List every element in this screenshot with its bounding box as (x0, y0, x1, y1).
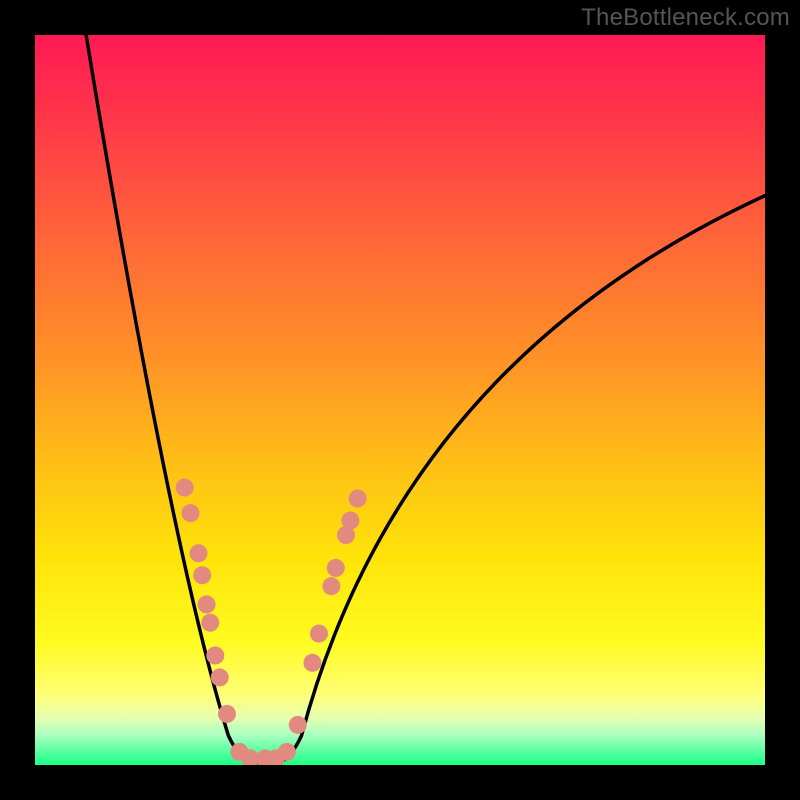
curve-marker (349, 490, 367, 508)
curve-marker (310, 625, 328, 643)
curve-marker (201, 614, 219, 632)
plot-svg (0, 0, 800, 800)
curve-marker (181, 504, 199, 522)
curve-marker (289, 716, 307, 734)
curve-marker (206, 647, 224, 665)
curve-marker (341, 511, 359, 529)
plot-background (35, 35, 765, 765)
curve-marker (278, 743, 296, 761)
curve-marker (176, 479, 194, 497)
watermark-text: TheBottleneck.com (581, 4, 790, 32)
curve-marker (198, 595, 216, 613)
curve-marker (303, 654, 321, 672)
curve-marker (193, 566, 211, 584)
curve-marker (218, 705, 236, 723)
curve-marker (211, 668, 229, 686)
curve-marker (322, 577, 340, 595)
chart-frame: TheBottleneck.com (0, 0, 800, 800)
curve-marker (190, 544, 208, 562)
curve-marker (327, 559, 345, 577)
